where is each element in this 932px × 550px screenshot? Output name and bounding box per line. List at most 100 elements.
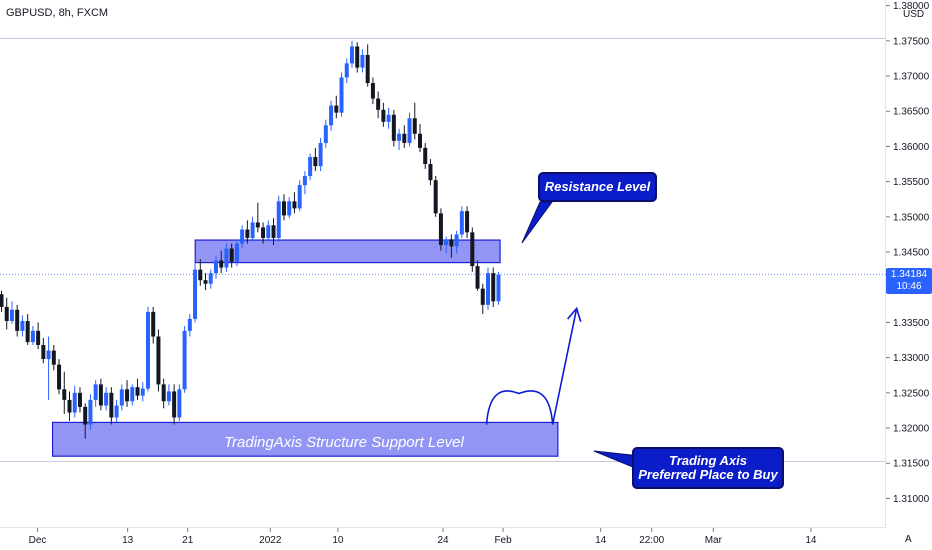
candle-body	[62, 389, 67, 400]
last-price-value: 1.34184	[890, 269, 928, 280]
candle-body	[339, 77, 344, 113]
candle-body	[109, 392, 114, 418]
candle-body	[329, 105, 334, 126]
candle-body	[323, 125, 328, 143]
candle-body	[381, 109, 386, 122]
candle-body	[156, 336, 161, 385]
candle-body	[119, 389, 124, 406]
candle-body	[266, 225, 271, 238]
price-tick-label: 1.32000	[893, 424, 930, 435]
time-tick-label: 2022	[259, 535, 282, 546]
candle-body	[177, 389, 182, 418]
candle-body	[344, 63, 349, 78]
candle-body	[140, 388, 145, 396]
candle-body	[255, 222, 260, 228]
time-tick-label: 14	[805, 535, 817, 546]
price-tick-label: 1.35500	[893, 177, 930, 188]
candle-body	[67, 399, 72, 413]
candle-body	[203, 280, 208, 284]
resistance-pointer	[521, 201, 553, 244]
candle-body	[318, 142, 323, 167]
price-axis[interactable]: 1.38000 1.37500 1.37000 1.36500 1.36000 1.355…	[886, 1, 930, 505]
time-tick-label: Feb	[494, 535, 512, 546]
candle-body	[219, 260, 224, 268]
candle-body	[365, 54, 370, 84]
candle-body	[417, 133, 422, 148]
time-tick-label: 22:00	[639, 535, 664, 546]
candle-body	[20, 321, 25, 331]
candle-body	[93, 384, 98, 400]
candle-body	[41, 344, 46, 360]
candle-body	[308, 156, 313, 176]
candle-body	[485, 273, 490, 305]
candle-body	[193, 269, 198, 319]
candle-body	[245, 229, 250, 238]
candle-body	[397, 133, 402, 141]
symbol-title: GBPUSD, 8h, FXCM	[6, 7, 108, 19]
candle-body	[208, 273, 213, 284]
support-zone-label: TradingAxis Structure Support Level	[224, 434, 464, 451]
candle-body	[292, 201, 297, 209]
candle-body	[391, 114, 396, 141]
candle-body	[135, 387, 140, 396]
currency-label: USD	[903, 9, 924, 20]
time-tick-label: Dec	[29, 535, 47, 546]
candle-body	[57, 364, 62, 390]
price-tick-label: 1.35000	[893, 212, 930, 223]
candle-body	[77, 392, 82, 407]
time-tick-label: 24	[437, 535, 449, 546]
candle-body	[349, 46, 354, 64]
candle-body	[72, 392, 77, 413]
candle-body	[213, 260, 218, 274]
price-tick-label: 1.37000	[893, 72, 930, 83]
candle-body	[449, 239, 454, 247]
candle-body	[104, 392, 109, 406]
candle-body	[438, 213, 443, 245]
projection-layer	[485, 306, 582, 425]
candle-body	[454, 234, 459, 247]
candle-body	[229, 248, 234, 262]
candle-body	[428, 164, 433, 181]
candle-body	[83, 406, 88, 425]
candle-body	[9, 309, 14, 322]
candle-body	[491, 273, 496, 302]
candle-body	[240, 229, 245, 244]
resistance-zone	[194, 239, 501, 264]
resistance-callout: Resistance Level	[538, 172, 657, 202]
support-zone	[51, 421, 559, 457]
candle-body	[376, 98, 381, 110]
candle-body	[496, 274, 501, 302]
candle-body	[370, 83, 375, 99]
price-tick-label: 1.36000	[893, 142, 930, 153]
projection-path	[485, 308, 578, 425]
price-tick-label: 1.36500	[893, 107, 930, 118]
candle-body	[402, 133, 407, 143]
zones-layer	[0, 239, 886, 457]
candle-body	[125, 389, 130, 402]
time-axis[interactable]: Dec 13 21 2022 10 24 Feb 14 22:00 Mar 14	[29, 528, 817, 546]
candle-body	[287, 201, 292, 216]
time-tick-label: 21	[182, 535, 194, 546]
candle-body	[271, 225, 276, 238]
candle-body	[250, 222, 255, 238]
projection-arrowhead	[566, 306, 582, 322]
buy-label-line1: Trading Axis	[668, 453, 748, 468]
candle-body	[444, 239, 449, 245]
candles-layer	[0, 40, 501, 439]
auto-scale-button[interactable]: A	[905, 534, 912, 545]
price-tick-label: 1.31500	[893, 459, 930, 470]
candle-body	[198, 269, 203, 281]
candle-body	[161, 384, 166, 402]
bar-countdown: 10:46	[896, 281, 922, 292]
resistance-label: Resistance Level	[544, 179, 651, 194]
candle-body	[470, 232, 475, 267]
candle-body	[459, 211, 464, 235]
price-tick-label: 1.38000	[893, 1, 930, 12]
candle-body	[297, 185, 302, 209]
price-tick-label: 1.33000	[893, 353, 930, 364]
time-tick-label: 14	[595, 535, 607, 546]
candle-body	[433, 180, 438, 214]
candle-body	[407, 118, 412, 143]
